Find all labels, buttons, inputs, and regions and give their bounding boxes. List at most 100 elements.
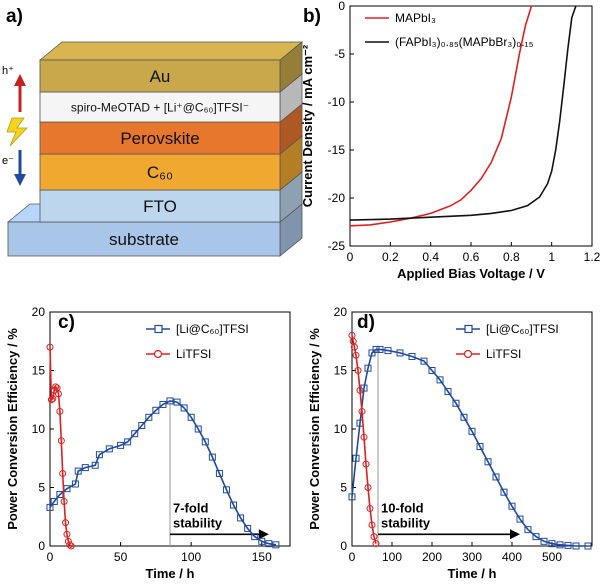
series-point [201,438,209,446]
legend-marker [154,324,163,334]
legend-label: [Li@C₆₀]TFSI [486,322,559,336]
y-tick-label: -15 [328,143,346,157]
layer-label-fto: FTO [143,197,177,216]
series-point [584,542,592,550]
layer-front-substrate [7,221,281,257]
y-axis-label: Power Conversion Efficiency / % [5,328,20,530]
series-point [91,461,99,469]
legend-marker [464,324,473,334]
y-tick-label: -5 [334,47,345,61]
y-tick-label: 15 [334,364,348,378]
series-point [237,514,245,522]
series-point [476,443,484,451]
series-point [368,349,376,357]
electron-arrowhead [14,174,26,186]
series-point [564,541,572,549]
series-line-1 [351,335,377,544]
y-tick-label: 20 [32,305,46,319]
layer-top-au [38,41,304,61]
x-tick-label: 0.4 [422,250,439,264]
layer-label-substrate: substrate [109,230,179,249]
hole-label: h⁺ [2,65,14,77]
series-point [508,502,516,510]
panel-label-a: a) [6,6,23,27]
y-tick-label: 15 [32,364,46,378]
x-tick-label: 0.6 [463,250,480,264]
y-tick-label: 0 [38,539,45,553]
legend-label: [Li@C₆₀]TFSI [176,322,249,336]
series-point [360,384,368,392]
series-point [348,493,356,501]
series-point [46,343,54,351]
series-point [358,407,366,415]
series-point [152,406,160,414]
stability-arrowhead [510,529,520,540]
series-point [222,486,230,494]
legend-label: (FAPbI₃)₀.₈₅(MAPbBr₃)₀.₁₅ [395,35,534,49]
series-point [532,533,540,541]
series-point [372,345,380,353]
legend-marker [463,349,473,359]
series-point [258,537,266,545]
x-tick-label: 100 [181,550,201,564]
legend-label: LiTFSI [176,347,211,361]
y-axis-label: Power Conversion Efficiency / % [307,328,322,530]
series-point [208,453,216,461]
x-tick-label: 0 [347,250,354,264]
y-tick-label: -10 [328,95,346,109]
series-line-0 [49,400,277,546]
y-tick-label: 0 [338,0,345,13]
layer-label-perovskite: Perovskite [120,129,199,148]
series-point [62,519,70,527]
layer-label-spiro: spiro-MeOTAD + [Li⁺@C₆₀]TFSI⁻ [71,100,249,114]
y-tick-label: 20 [334,305,348,319]
y-tick-label: -20 [328,191,346,205]
series-point [436,376,444,384]
series-point [47,396,55,404]
y-axis-label: Current Density / mA cm⁻² [300,44,315,207]
x-tick-label: 500 [542,550,562,564]
x-tick-label: 400 [502,550,522,564]
series-point [71,480,79,488]
series-point [460,413,468,421]
series-point [352,454,360,462]
series-point [67,542,75,550]
x-tick-label: 150 [252,550,272,564]
x-axis-label: Time / h [448,566,497,581]
device-stack: substrate FTO C₆₀ Perovskite spiro-MeOTAD + … [2,41,304,257]
series-point [138,421,146,429]
series-point [516,515,524,523]
layer-label-au: Au [150,67,171,86]
series-point [396,349,404,357]
series-point [272,541,280,549]
series-point [95,451,103,459]
legend-marker [153,349,163,359]
y-tick-label: 5 [340,481,347,495]
series-point [54,390,62,398]
stability-label: stability [381,515,431,530]
series-point [372,540,380,548]
series-point [492,473,500,481]
stability-arrowhead [258,529,269,540]
series-point [180,404,188,412]
series-point [215,469,223,477]
series-point [173,398,181,406]
y-tick-label: 10 [334,422,348,436]
series-line-1 [349,5,577,221]
panel-label-d: d) [357,312,375,333]
x-tick-label: 0 [349,550,356,564]
series-point [49,395,57,403]
legend-label: LiTFSI [486,347,521,361]
series-point [131,430,139,438]
x-tick-label: 0.2 [382,250,399,264]
series-point [366,505,374,513]
series-point [46,503,54,511]
series-point [81,464,89,472]
x-tick-label: 1 [548,250,555,264]
series-point [56,407,64,415]
series-point [484,458,492,466]
panel-label-b: b) [303,6,321,27]
x-axis-label: Applied Bias Voltage / V [397,266,545,281]
y-tick-label: -25 [328,239,346,253]
y-tick-label: 10 [32,422,46,436]
